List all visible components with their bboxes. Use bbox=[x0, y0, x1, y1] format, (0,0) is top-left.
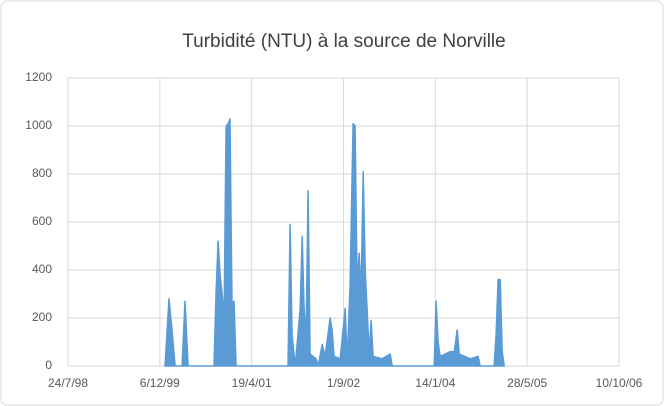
x-tick-label: 24/7/98 bbox=[48, 376, 88, 390]
x-tick-label: 6/12/99 bbox=[140, 376, 180, 390]
x-tick-label: 19/4/01 bbox=[232, 376, 272, 390]
y-tick-label: 400 bbox=[32, 262, 52, 276]
y-tick-label: 200 bbox=[32, 310, 52, 324]
area bbox=[164, 118, 505, 367]
x-tick-label: 14/1/04 bbox=[415, 376, 455, 390]
y-tick-label: 1200 bbox=[25, 70, 52, 84]
x-tick-label: 1/9/02 bbox=[327, 376, 361, 390]
y-tick-label: 600 bbox=[32, 214, 52, 228]
y-tick-label: 800 bbox=[32, 166, 52, 180]
x-tick-label: 28/5/05 bbox=[507, 376, 547, 390]
chart-title: Turbidité (NTU) à la source de Norville bbox=[182, 31, 505, 52]
x-tick-label: 10/10/06 bbox=[596, 376, 643, 390]
y-tick-label: 1000 bbox=[25, 118, 52, 132]
y-tick-label: 0 bbox=[45, 358, 52, 372]
